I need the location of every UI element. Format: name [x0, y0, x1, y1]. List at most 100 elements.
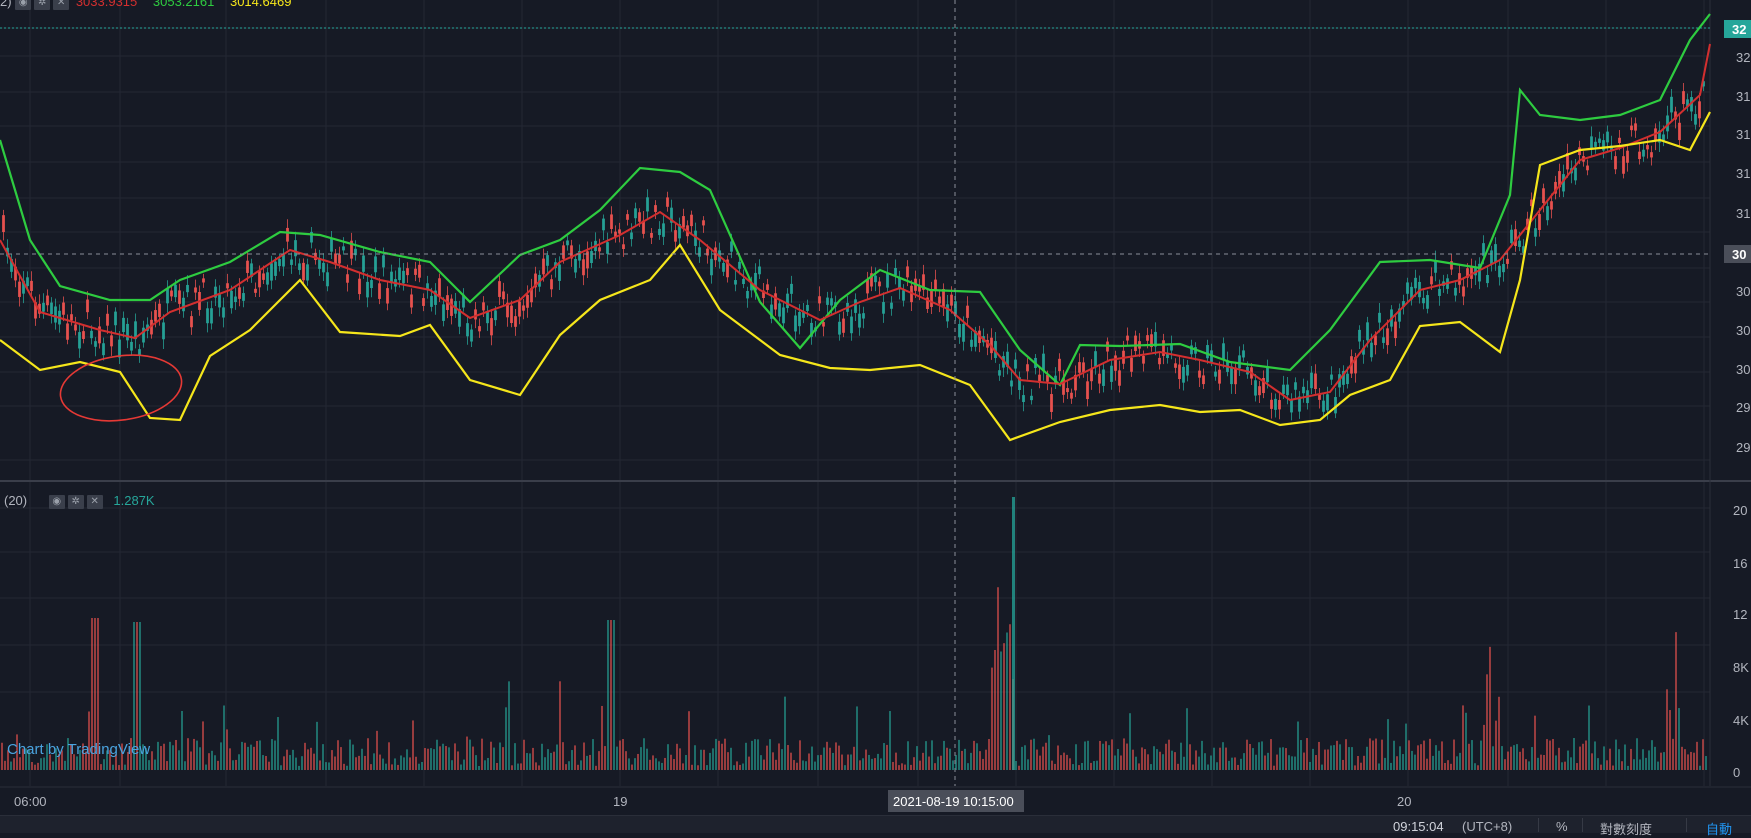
candle-body: [950, 294, 953, 306]
candle-body: [762, 290, 765, 299]
lower-band-value: 3014.6469: [229, 0, 292, 9]
volume-bar: [1162, 754, 1164, 770]
volume-bar: [454, 743, 456, 770]
tradingview-watermark[interactable]: Chart by TradingView: [7, 741, 151, 758]
candle-body: [542, 258, 545, 275]
volume-bar: [1309, 761, 1311, 770]
volume-bar: [718, 740, 720, 770]
volume-bar: [1558, 747, 1560, 770]
candle-body: [806, 304, 809, 311]
candle-body: [1494, 244, 1497, 262]
volume-bar: [442, 743, 444, 770]
volume-bar: [1681, 746, 1683, 770]
volume-bar: [766, 745, 768, 770]
volume-bar: [985, 749, 987, 770]
candle-body: [74, 324, 77, 331]
close-icon[interactable]: ✕: [86, 494, 103, 509]
volume-bar: [70, 744, 72, 770]
volume-bar: [1591, 753, 1593, 770]
volume-bar: [961, 750, 963, 770]
volume-bar: [1339, 744, 1341, 770]
volume-bar: [820, 754, 822, 770]
volume-bar: [1240, 758, 1242, 770]
eye-icon[interactable]: ◉: [48, 494, 65, 509]
candle-body: [1702, 81, 1705, 87]
candle-body: [426, 283, 429, 291]
annotation-circle: [59, 354, 183, 422]
candle-body: [1118, 370, 1121, 386]
candle-body: [578, 250, 581, 261]
candle-body: [1542, 188, 1545, 204]
volume-bar: [655, 758, 657, 770]
volume-bar: [502, 747, 504, 770]
candle-body: [1166, 352, 1169, 359]
candle-body: [62, 302, 65, 315]
eye-icon[interactable]: ◉: [15, 0, 32, 10]
volume-bar: [559, 681, 561, 770]
volume-bar: [1072, 764, 1074, 770]
candle-body: [474, 309, 477, 320]
candle-body: [658, 228, 661, 236]
volume-bar: [652, 755, 654, 770]
volume-bar: [1375, 738, 1377, 770]
candle-body: [1630, 125, 1633, 131]
volume-bar: [589, 754, 591, 770]
auto-scale-toggle[interactable]: 自動: [1706, 822, 1733, 837]
volume-bar: [739, 764, 741, 770]
volume-bar: [394, 758, 396, 770]
candle-body: [1610, 145, 1613, 151]
candle-body: [438, 278, 441, 297]
gear-icon[interactable]: ✲: [67, 494, 84, 509]
volume-bar: [799, 740, 801, 770]
candle-body: [1086, 381, 1089, 400]
candle-body: [1626, 150, 1629, 163]
volume-bar: [1531, 747, 1533, 770]
volume-bar: [1597, 758, 1599, 770]
volume-bar: [421, 761, 423, 770]
volume-bar: [46, 744, 48, 770]
candle-body: [1162, 340, 1165, 356]
volume-bar: [262, 755, 264, 770]
volume-bar: [1528, 761, 1530, 770]
volume-bar: [895, 752, 897, 770]
candle-body: [226, 283, 229, 289]
volume-bar: [223, 705, 225, 770]
volume-bar: [1351, 747, 1353, 770]
volume-bar: [715, 738, 717, 770]
volume-bar: [4, 760, 6, 770]
volume-bar: [1618, 749, 1620, 770]
volume-bar: [1399, 746, 1401, 770]
volume-bar: [1084, 741, 1086, 770]
volume-bar: [1144, 749, 1146, 770]
gear-icon[interactable]: ✲: [34, 0, 51, 10]
candle-body: [1522, 246, 1525, 253]
volume-bar: [448, 747, 450, 770]
volume-bar: [208, 753, 210, 770]
volume-bar: [886, 744, 888, 770]
log-scale-toggle[interactable]: 對數刻度: [1600, 822, 1653, 837]
candle-body: [1190, 345, 1193, 355]
candle-body: [54, 306, 57, 323]
candle-body: [758, 266, 761, 275]
volume-bar: [166, 761, 168, 770]
candle-body: [858, 313, 861, 328]
time-axis-label: 19: [613, 794, 627, 809]
candle-body: [1186, 364, 1189, 376]
timezone[interactable]: (UTC+8): [1462, 819, 1513, 834]
volume-bar: [160, 746, 162, 770]
close-icon[interactable]: ✕: [53, 0, 70, 10]
percent-toggle[interactable]: %: [1556, 819, 1568, 834]
candle-body: [410, 294, 413, 308]
candle-body: [34, 302, 37, 319]
candle-body: [1294, 382, 1297, 390]
candle-body: [270, 263, 273, 281]
volume-bar: [463, 759, 465, 770]
volume-bar: [934, 763, 936, 770]
volume-bar: [778, 743, 780, 770]
volume-bar: [1426, 758, 1428, 770]
volume-bar: [1123, 738, 1125, 770]
bottom-toolbar: 09:15:04 (UTC+8) % 對數刻度 自動: [0, 815, 1751, 837]
candle-body: [422, 298, 425, 306]
candle-body: [458, 308, 461, 327]
